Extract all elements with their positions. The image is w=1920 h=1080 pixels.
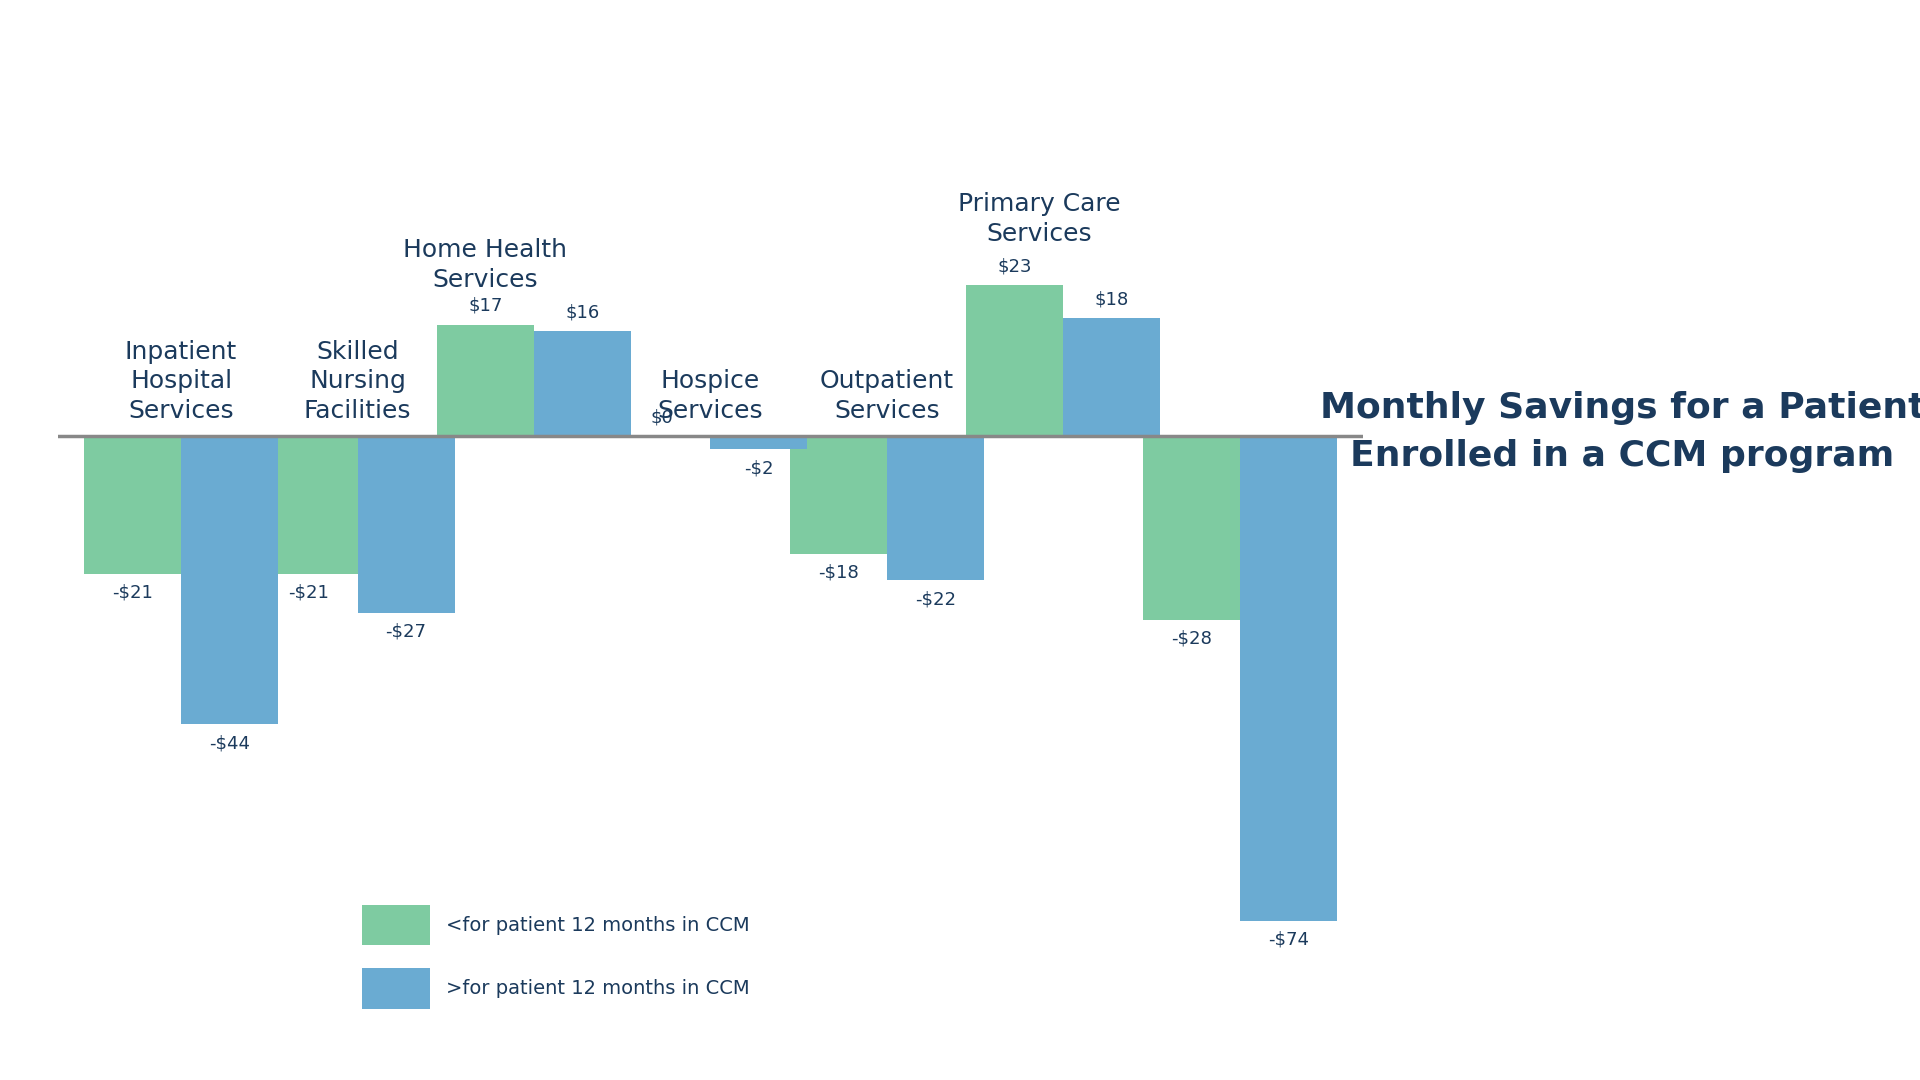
Text: -$28: -$28: [1171, 630, 1212, 647]
Text: Skilled
Nursing
Facilities: Skilled Nursing Facilities: [303, 339, 411, 423]
Text: Inpatient
Hospital
Services: Inpatient Hospital Services: [125, 339, 238, 423]
Text: Home Health
Services: Home Health Services: [403, 239, 568, 292]
Bar: [789, 436, 887, 554]
Text: -$44: -$44: [209, 734, 250, 753]
Text: $17: $17: [468, 297, 503, 315]
Bar: [438, 325, 534, 436]
Bar: [84, 436, 180, 573]
Text: $16: $16: [564, 303, 599, 322]
Text: -$74: -$74: [1267, 931, 1309, 949]
Bar: [261, 436, 357, 573]
Bar: [357, 436, 455, 613]
Bar: [1064, 319, 1160, 436]
Text: Outpatient
Services: Outpatient Services: [820, 369, 954, 423]
Bar: [710, 436, 808, 449]
Text: -$18: -$18: [818, 564, 858, 582]
Text: Primary Care
Services: Primary Care Services: [958, 192, 1119, 246]
Bar: [1142, 436, 1240, 620]
Text: $0: $0: [651, 408, 674, 427]
Text: -$2: -$2: [745, 459, 774, 477]
Legend: <for patient 12 months in CCM, >for patient 12 months in CCM: <for patient 12 months in CCM, >for pati…: [355, 897, 756, 1016]
Text: -$21: -$21: [288, 583, 330, 602]
Text: Hospice
Services: Hospice Services: [657, 369, 764, 423]
Text: $18: $18: [1094, 291, 1129, 308]
Text: -$22: -$22: [914, 590, 956, 608]
Text: -$27: -$27: [386, 623, 426, 640]
Bar: [180, 436, 278, 725]
Text: Monthly Savings for a Patient
Enrolled in a CCM program: Monthly Savings for a Patient Enrolled i…: [1319, 391, 1920, 473]
Text: -$21: -$21: [111, 583, 154, 602]
Bar: [1240, 436, 1336, 921]
Text: $23: $23: [998, 257, 1031, 275]
Bar: [966, 285, 1064, 436]
Bar: [534, 332, 632, 436]
Bar: [887, 436, 983, 580]
